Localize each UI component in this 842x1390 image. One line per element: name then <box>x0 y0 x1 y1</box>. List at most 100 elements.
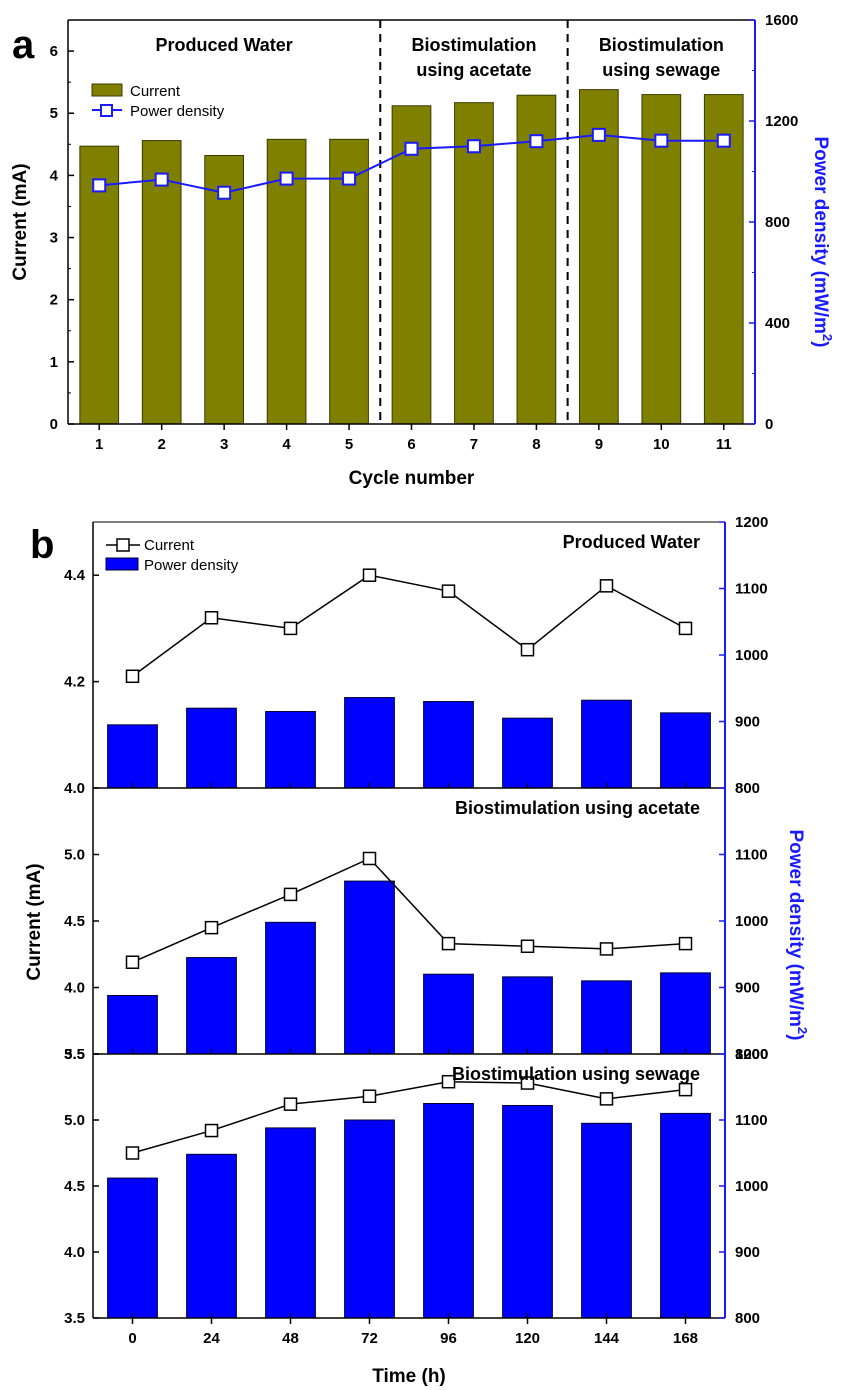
x-tick-label: 120 <box>515 1330 540 1347</box>
power-density-bar <box>186 957 237 1055</box>
power-density-bar <box>660 972 711 1055</box>
current-point <box>362 1089 377 1103</box>
panel-a: a 0 1 2 3 4 5 6 0 400 800 1200 1600 1 2 3 4 5 6 7 8 9 10 11 Cycl… <box>10 12 835 489</box>
y2-tick-label: 900 <box>735 1244 760 1261</box>
x-tick-label: 11 <box>716 436 732 453</box>
current-line <box>132 1080 686 1154</box>
current-point <box>520 939 535 954</box>
current-point <box>125 1146 140 1160</box>
y-tick-label: 4.0 <box>64 1244 85 1261</box>
power-density-bar <box>265 711 316 789</box>
section-label: Biostimulation <box>599 35 724 55</box>
current-point <box>125 955 140 969</box>
current-bar <box>266 138 307 425</box>
power-density-bar <box>423 1103 474 1319</box>
power-density-bar <box>502 1104 553 1319</box>
y2-tick-label: 1200 <box>735 1046 768 1063</box>
power-density-point <box>217 185 232 200</box>
x-tick-label: 0 <box>128 1330 136 1347</box>
y2-axis-title-end: ) <box>810 341 831 347</box>
legend-power-label: Power density <box>144 557 239 574</box>
current-point <box>283 1097 298 1111</box>
power-density-bar <box>265 921 316 1055</box>
power-density-point <box>404 141 419 156</box>
y-tick-label: 5.0 <box>64 847 85 864</box>
power-density-point <box>154 172 169 187</box>
y2-tick-label-overlap: 8000 <box>735 1046 768 1063</box>
x-tick-label: 8 <box>532 436 540 453</box>
current-point <box>204 1123 219 1138</box>
section-label: Produced Water <box>155 35 292 55</box>
y2-tick-label: 1100 <box>735 581 768 598</box>
y2-tick-label: 1200 <box>735 514 768 531</box>
y2-tick-label: 400 <box>765 315 790 332</box>
current-bar <box>141 140 182 425</box>
y-tick-label: 1 <box>50 354 58 371</box>
x-tick-label: 48 <box>282 1330 299 1347</box>
current-point <box>441 1074 456 1089</box>
x-tick-label: 5 <box>345 436 353 453</box>
y2-tick-label: 800 <box>765 214 790 231</box>
y-tick-label: 4.5 <box>64 913 85 930</box>
x-axis-title: Time (h) <box>372 1366 446 1387</box>
power-density-bar <box>581 699 632 789</box>
power-density-point <box>92 178 107 193</box>
current-bar <box>79 145 120 425</box>
power-density-bar <box>423 701 474 789</box>
legend-power-label: Power density <box>130 103 225 120</box>
y-tick-label: 6 <box>50 43 58 60</box>
current-point <box>362 568 377 582</box>
y-axis-title: Current (mA) <box>10 163 31 280</box>
y2-axis-title: Power density (mW/m2) <box>785 830 810 1041</box>
x-tick-label: 3 <box>220 436 228 453</box>
current-point <box>678 621 693 636</box>
power-density-point <box>591 127 606 142</box>
power-density-bar <box>344 1119 395 1319</box>
current-bar <box>641 94 682 425</box>
x-tick-label: 1 <box>95 436 103 453</box>
section-label: using acetate <box>416 60 531 80</box>
power-density-bar <box>265 1127 316 1319</box>
y-tick-label: 3.5 <box>64 1046 85 1063</box>
current-bar <box>516 94 557 425</box>
power-density-bar <box>107 724 158 789</box>
y2-tick-label: 1100 <box>735 847 768 864</box>
power-density-bar <box>186 1153 237 1319</box>
y2-tick-label: 800 <box>735 780 760 797</box>
current-point <box>283 887 298 902</box>
current-bar <box>703 94 744 425</box>
power-density-bar <box>581 980 632 1055</box>
power-density-point <box>654 133 669 148</box>
power-density-bar <box>107 994 158 1055</box>
current-point <box>678 936 693 951</box>
current-point <box>599 942 614 956</box>
section-label: using sewage <box>602 60 720 80</box>
y-tick-label: 4.5 <box>64 1178 85 1195</box>
x-tick-label: 4 <box>282 436 291 453</box>
y-tick-label: 4 <box>50 167 59 184</box>
y-tick-label: 4.2 <box>64 674 85 691</box>
current-point <box>204 920 219 935</box>
x-tick-label: 9 <box>595 436 603 453</box>
subpanel-title: Biostimulation using sewage <box>452 1064 700 1084</box>
y-tick-label: 4.4 <box>64 567 86 584</box>
y2-axis-title-main: Power density (mW/m <box>785 830 806 1027</box>
current-point <box>441 936 456 951</box>
power-density-point <box>466 139 481 154</box>
power-density-bar <box>660 712 711 789</box>
y-tick-label: 4.0 <box>64 780 85 797</box>
current-point <box>520 1076 535 1090</box>
x-tick-label: 72 <box>361 1330 378 1347</box>
section-label: Biostimulation <box>411 35 536 55</box>
subpanel-title: Produced Water <box>563 532 700 552</box>
power-density-point <box>342 171 357 186</box>
y-axis-title: Current (mA) <box>24 863 45 980</box>
power-density-bar <box>423 973 474 1055</box>
x-tick-label: 6 <box>407 436 415 453</box>
y2-tick-label: 1000 <box>735 647 768 664</box>
power-density-bar <box>581 1122 632 1319</box>
y2-tick-label: 1600 <box>765 12 798 29</box>
y2-axis-title-end: ) <box>785 1034 806 1040</box>
current-point <box>599 579 614 593</box>
